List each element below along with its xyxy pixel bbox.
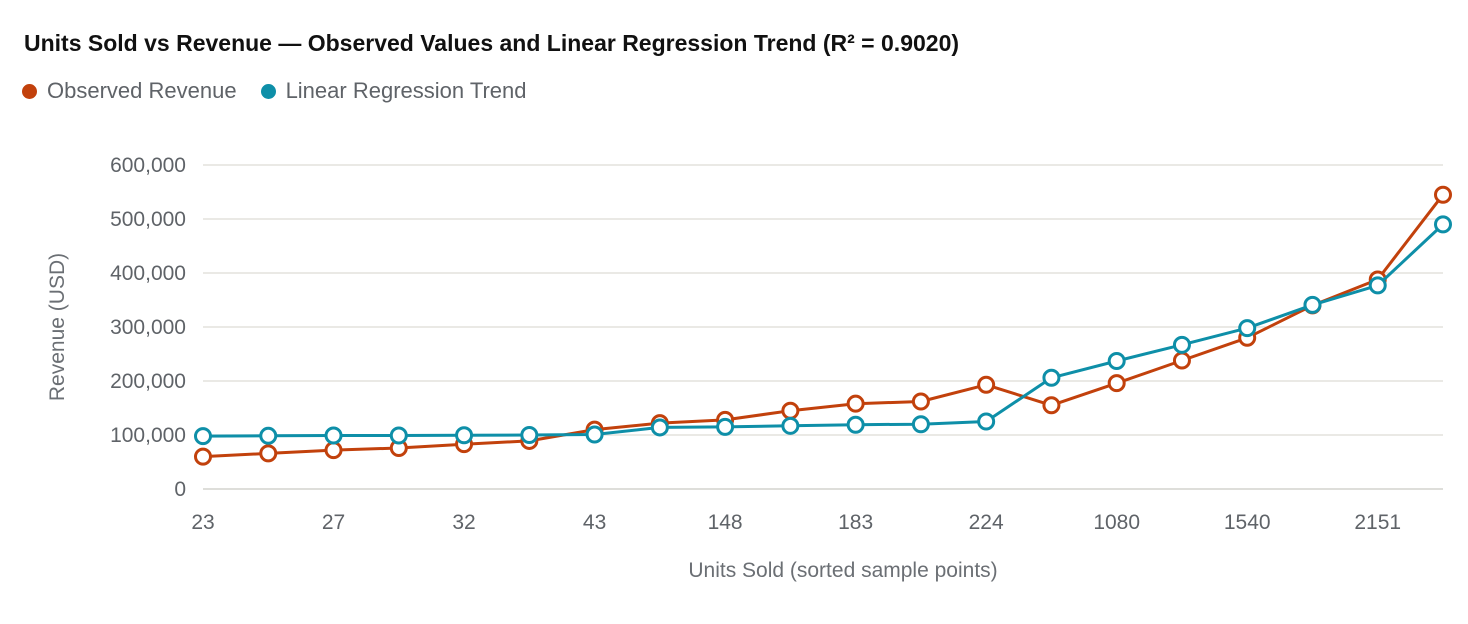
data-point-linear-regression-trend[interactable] xyxy=(1368,276,1387,295)
data-point-linear-regression-trend[interactable] xyxy=(194,427,212,446)
data-point-observed-revenue[interactable] xyxy=(911,392,930,411)
data-point-observed-revenue[interactable] xyxy=(846,394,865,413)
data-point-observed-revenue[interactable] xyxy=(259,444,278,463)
data-point-linear-regression-trend[interactable] xyxy=(911,415,930,434)
data-point-linear-regression-trend[interactable] xyxy=(455,426,474,445)
x-tick-label: 183 xyxy=(838,511,873,534)
data-point-observed-revenue[interactable] xyxy=(781,401,800,420)
legend-label-observed-revenue: Observed Revenue xyxy=(47,78,237,103)
data-point-linear-regression-trend[interactable] xyxy=(259,426,278,445)
y-tick-label: 0 xyxy=(174,478,186,501)
legend-swatch-observed-revenue xyxy=(22,83,37,99)
y-tick-label: 600,000 xyxy=(110,154,186,177)
x-tick-label: 148 xyxy=(708,511,743,534)
data-point-linear-regression-trend[interactable] xyxy=(716,417,735,436)
data-point-linear-regression-trend[interactable] xyxy=(324,426,343,445)
data-point-linear-regression-trend[interactable] xyxy=(1107,352,1126,371)
legend-item-linear-regression-trend[interactable]: Linear Regression Trend xyxy=(260,78,527,104)
x-tick-label: 2151 xyxy=(1354,511,1401,534)
data-point-observed-revenue[interactable] xyxy=(194,447,212,466)
data-point-observed-revenue[interactable] xyxy=(977,375,996,394)
series-lines xyxy=(194,185,1452,466)
x-tick-label: 224 xyxy=(969,511,1004,534)
data-point-linear-regression-trend[interactable] xyxy=(1238,319,1257,338)
data-point-linear-regression-trend[interactable] xyxy=(1434,215,1452,234)
y-tick-label: 300,000 xyxy=(110,316,186,339)
series-line-linear-regression-trend xyxy=(201,222,1445,438)
y-tick-label: 200,000 xyxy=(110,370,186,393)
data-point-observed-revenue[interactable] xyxy=(324,441,343,460)
data-point-linear-regression-trend[interactable] xyxy=(389,426,408,445)
legend-item-observed-revenue[interactable]: Observed Revenue xyxy=(22,78,237,104)
y-tick-label: 100,000 xyxy=(110,424,186,447)
chart-title: Units Sold vs Revenue — Observed Values … xyxy=(24,30,960,56)
y-tick-label: 500,000 xyxy=(110,208,186,231)
x-tick-label: 27 xyxy=(322,511,345,534)
data-point-observed-revenue[interactable] xyxy=(1172,351,1191,370)
x-tick-label: 1540 xyxy=(1224,511,1271,534)
series-line-observed-revenue xyxy=(201,193,1445,459)
series-observed-revenue xyxy=(194,185,1452,466)
series-linear-regression-trend xyxy=(194,215,1452,446)
data-point-linear-regression-trend[interactable] xyxy=(520,426,539,444)
data-point-linear-regression-trend[interactable] xyxy=(1172,335,1191,354)
legend: Observed Revenue Linear Regression Trend xyxy=(22,78,526,104)
legend-label-linear-regression-trend: Linear Regression Trend xyxy=(285,78,527,103)
x-tick-label: 32 xyxy=(452,511,475,534)
x-tick-label: 1080 xyxy=(1093,511,1140,534)
data-point-linear-regression-trend[interactable] xyxy=(585,425,604,444)
y-axis-title: Revenue (USD) xyxy=(46,253,69,401)
data-point-observed-revenue[interactable] xyxy=(1042,396,1061,415)
x-tick-label: 23 xyxy=(191,511,214,534)
data-point-linear-regression-trend[interactable] xyxy=(846,415,865,434)
legend-swatch-linear-regression-trend xyxy=(260,83,276,99)
data-point-observed-revenue[interactable] xyxy=(1434,185,1452,204)
gridlines xyxy=(203,164,1443,490)
data-point-linear-regression-trend[interactable] xyxy=(1303,295,1322,314)
data-point-linear-regression-trend[interactable] xyxy=(977,412,996,431)
data-point-observed-revenue[interactable] xyxy=(1107,374,1126,393)
x-axis: 23 27 32 43 148 183 224 1080 1540 2151 xyxy=(191,511,1401,534)
x-axis-title: Units Sold (sorted sample points) xyxy=(688,559,997,582)
y-axis: 0 100,000 200,000 300,000 400,000 500,000 600,… xyxy=(110,154,186,501)
y-tick-label: 400,000 xyxy=(110,262,186,285)
data-point-linear-regression-trend[interactable] xyxy=(781,416,800,435)
data-point-linear-regression-trend[interactable] xyxy=(1042,368,1061,387)
x-tick-label: 43 xyxy=(583,511,606,534)
data-point-linear-regression-trend[interactable] xyxy=(650,418,669,437)
